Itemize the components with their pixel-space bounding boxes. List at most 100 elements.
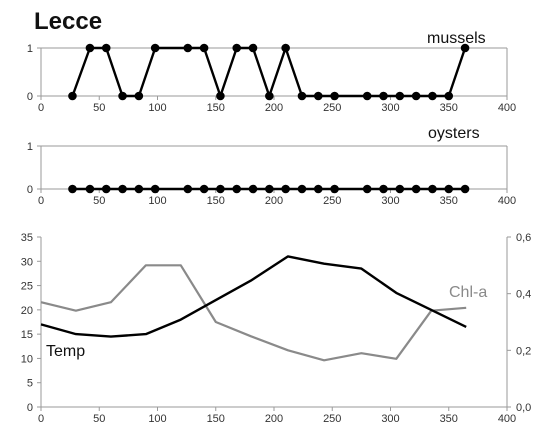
x-tick-label: 350 <box>440 195 458 207</box>
y-tick-label: 0 <box>27 184 33 196</box>
mussels-data-point <box>379 91 388 101</box>
right-y-tick-label: 0,6 <box>516 232 531 244</box>
x-tick-label: 400 <box>498 413 516 425</box>
x-tick-label: 250 <box>323 102 341 114</box>
mussels-data-point <box>199 43 209 53</box>
oysters-data-point <box>460 184 470 194</box>
temp-series-label: Temp <box>46 343 85 360</box>
oysters-data-point <box>428 184 437 194</box>
oysters-data-point <box>134 184 144 194</box>
x-tick-label: 50 <box>93 102 105 114</box>
chla-series-line <box>40 264 467 362</box>
left-y-tick-label: 10 <box>21 353 33 365</box>
y-tick-label: 0 <box>27 91 33 103</box>
mussels-data-point <box>411 91 421 101</box>
x-tick-label: 350 <box>440 102 458 114</box>
mussels-panel: 0 50 100 150 200 250 300 350 400 0 1 <box>27 43 516 114</box>
oysters-data-point <box>248 184 258 194</box>
y-tick-label: 1 <box>27 141 33 153</box>
x-tick-label: 100 <box>148 195 166 207</box>
mussels-data-point <box>395 91 405 101</box>
mussels-series-line <box>71 46 467 98</box>
left-y-tick-label: 5 <box>27 378 33 390</box>
oysters-data-point <box>313 184 323 194</box>
mussels-data-point <box>265 91 274 101</box>
left-y-tick-label: 35 <box>21 232 33 244</box>
mussels-data-point <box>85 43 95 53</box>
oysters-panel: 0 50 100 150 200 250 300 350 400 0 1 <box>27 141 516 207</box>
temp-chla-panel: 0 50 100 150 200 250 300 350 400 0 5 10 15 20 25 30 35 0,… <box>21 232 532 425</box>
oysters-data-point <box>297 184 307 194</box>
oysters-data-point <box>183 184 193 194</box>
x-tick-label: 150 <box>207 195 225 207</box>
x-tick-label: 400 <box>498 102 516 114</box>
x-tick-label: 100 <box>148 102 166 114</box>
mussels-data-point <box>101 43 111 53</box>
mussels-data-point <box>118 91 127 101</box>
oysters-data-point <box>150 184 160 194</box>
x-tick-label: 0 <box>38 413 44 425</box>
left-y-tick-label: 15 <box>21 329 33 341</box>
oysters-data-point <box>281 184 290 194</box>
left-y-tick-label: 0 <box>27 402 33 414</box>
x-tick-label: 150 <box>207 102 225 114</box>
right-y-tick-label: 0,2 <box>516 345 531 357</box>
oysters-data-point <box>395 184 405 194</box>
oysters-data-point <box>330 184 339 194</box>
mussels-data-point <box>183 43 193 53</box>
oysters-data-point <box>411 184 421 194</box>
oysters-data-point <box>101 184 111 194</box>
chart-title: Lecce <box>34 8 102 35</box>
oysters-data-point <box>265 184 274 194</box>
mussels-data-point <box>362 91 372 101</box>
x-tick-label: 50 <box>93 413 105 425</box>
mussels-data-point <box>216 91 225 101</box>
temp-series-line <box>40 255 467 338</box>
x-tick-label: 250 <box>323 413 341 425</box>
mussels-data-point <box>297 91 307 101</box>
mussels-data-point <box>68 91 77 101</box>
left-y-tick-label: 20 <box>21 305 33 317</box>
oysters-data-point <box>444 184 454 194</box>
mussels-data-point <box>313 91 323 101</box>
left-y-tick-label: 25 <box>21 281 33 293</box>
x-tick-label: 350 <box>440 413 458 425</box>
oysters-series-label: oysters <box>428 125 480 142</box>
mussels-data-point <box>330 91 339 101</box>
x-tick-label: 250 <box>323 195 341 207</box>
oysters-data-point <box>118 184 127 194</box>
mussels-data-point <box>150 43 160 53</box>
mussels-data-point <box>428 91 437 101</box>
oysters-data-point <box>379 184 388 194</box>
x-tick-label: 150 <box>207 413 225 425</box>
x-tick-label: 0 <box>38 102 44 114</box>
oysters-data-point <box>85 184 95 194</box>
oysters-data-point <box>232 184 242 194</box>
right-y-tick-label: 0,0 <box>516 402 531 414</box>
x-tick-label: 300 <box>381 195 399 207</box>
mussels-data-point <box>248 43 258 53</box>
x-tick-label: 200 <box>265 102 283 114</box>
x-tick-label: 0 <box>38 195 44 207</box>
mussels-data-point <box>281 43 290 53</box>
left-y-tick-label: 30 <box>21 256 33 268</box>
oysters-data-point <box>68 184 77 194</box>
chla-series-label: Chl-a <box>449 284 487 301</box>
oysters-data-point <box>199 184 209 194</box>
x-tick-label: 200 <box>265 413 283 425</box>
mussels-data-point <box>232 43 242 53</box>
mussels-data-point <box>460 43 470 53</box>
x-tick-label: 50 <box>93 195 105 207</box>
oysters-data-point <box>362 184 372 194</box>
x-tick-label: 100 <box>148 413 166 425</box>
y-tick-label: 1 <box>27 43 33 55</box>
right-y-tick-label: 0,4 <box>516 289 531 301</box>
mussels-data-point <box>444 91 454 101</box>
x-tick-label: 400 <box>498 195 516 207</box>
x-tick-label: 300 <box>381 102 399 114</box>
mussels-series-label: mussels <box>427 30 486 47</box>
oysters-data-point <box>216 184 225 194</box>
mussels-data-point <box>134 91 144 101</box>
x-tick-label: 300 <box>381 413 399 425</box>
